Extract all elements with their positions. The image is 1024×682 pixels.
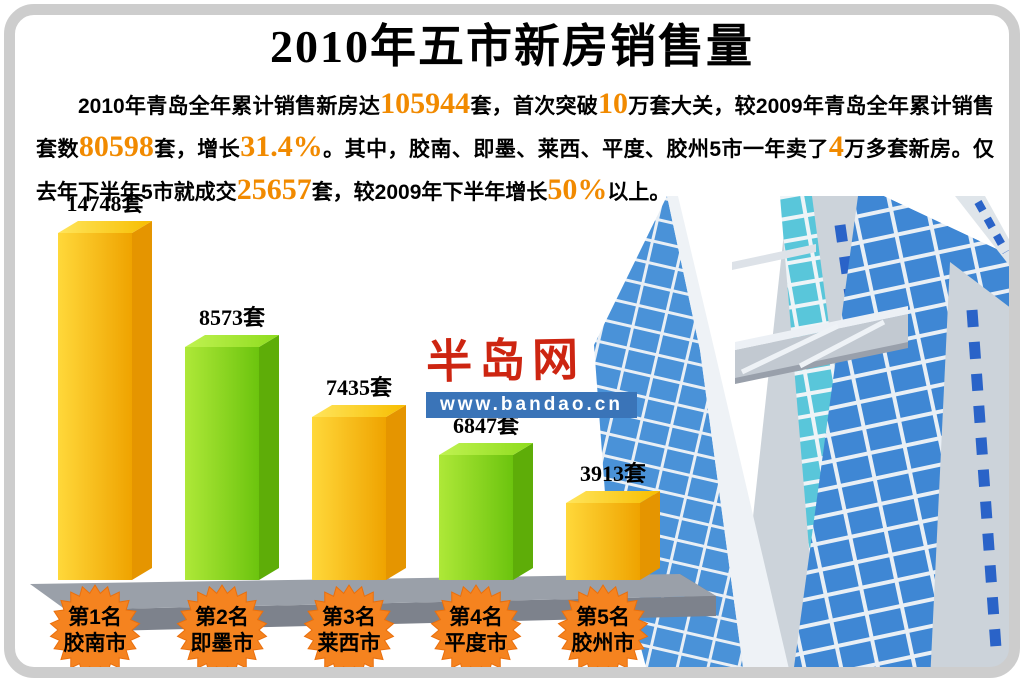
intro-highlight-number: 80598 [78,130,154,163]
intro-text: 。其中，胶南、即墨、莱西、平度、胶州5市一年卖了 [322,138,829,161]
bar-chart: 14748套第1名胶南市8573套第2名即墨市7435套第3名莱西市6847套第… [30,191,716,676]
watermark-brand: 半岛网 [425,334,586,388]
bar-平度市: 6847套 [439,413,533,580]
bar-front-face [58,233,132,580]
bar-top-face [312,405,406,417]
intro-text: 套，增长 [153,138,241,161]
bar-side-face [132,221,152,580]
card-stage: 2010年五市新房销售量 2010年青岛全年累计销售新房达105944套，首次突… [6,6,1018,676]
bar-side-face [513,443,533,580]
badge-city: 胶州市 [572,631,635,655]
bar-胶南市: 14748套 [58,191,152,580]
intro-text: 以上。 [607,181,671,204]
bar-value-label: 7435套 [326,375,392,400]
badge-city: 平度市 [445,631,508,655]
bar-side-face [640,491,660,580]
bar-value-label: 8573套 [199,305,265,330]
badge-rank: 第5名 [576,605,630,629]
intro-highlight-number: 50% [547,173,608,206]
bar-top-face [566,491,660,503]
bar-front-face [439,455,513,580]
bar-side-face [386,405,406,580]
watermark: 半岛网 www.bandao.cn [426,324,637,418]
badge-rank: 第4名 [449,605,503,629]
badge-city: 胶南市 [64,631,127,655]
intro-highlight-number: 10 [598,87,629,120]
intro-text: 套，首次突破 [470,95,599,118]
bar-chart-scene: 14748套第1名胶南市8573套第2名即墨市7435套第3名莱西市6847套第… [30,191,1016,676]
page-title: 2010年五市新房销售量 [270,21,754,72]
bar-top-face [439,443,533,455]
intro-text: 万多套新房。仅去年下半年5市就成交 [36,138,995,204]
bar-side-face [259,335,279,580]
badge-rank: 第2名 [195,605,249,629]
badge-rank: 第1名 [68,605,122,629]
intro-highlight-number: 105944 [380,87,471,120]
bar-莱西市: 7435套 [312,375,406,580]
watermark-site: www.bandao.cn [426,392,637,418]
intro-text: 万套大关，较2009年青岛全年累计销售套数 [36,95,994,161]
intro-highlight-number: 4 [828,130,844,163]
intro-paragraph: 2010年青岛全年累计销售新房达105944套，首次突破10万套大关，较2009… [36,84,994,213]
bar-即墨市: 8573套 [185,305,279,580]
intro-highlight-number: 31.4% [240,130,323,163]
intro-text: 套，较2009年下半年增长 [311,181,548,204]
bar-value-label: 3913套 [580,461,646,486]
bar-top-face [185,335,279,347]
card-clip: 2010年五市新房销售量 2010年青岛全年累计销售新房达105944套，首次突… [6,6,1018,676]
bar-front-face [185,347,259,580]
bar-top-face [58,221,152,233]
badge-city: 即墨市 [191,631,254,655]
bar-胶州市: 3913套 [566,461,660,580]
bar-value-label: 14748套 [66,191,143,216]
bar-front-face [566,503,640,580]
intro-highlight-number: 25657 [236,173,312,206]
badge-rank: 第3名 [322,605,376,629]
bar-front-face [312,417,386,580]
intro-text: 2010年青岛全年累计销售新房达 [78,95,381,118]
badge-city: 莱西市 [318,631,381,655]
